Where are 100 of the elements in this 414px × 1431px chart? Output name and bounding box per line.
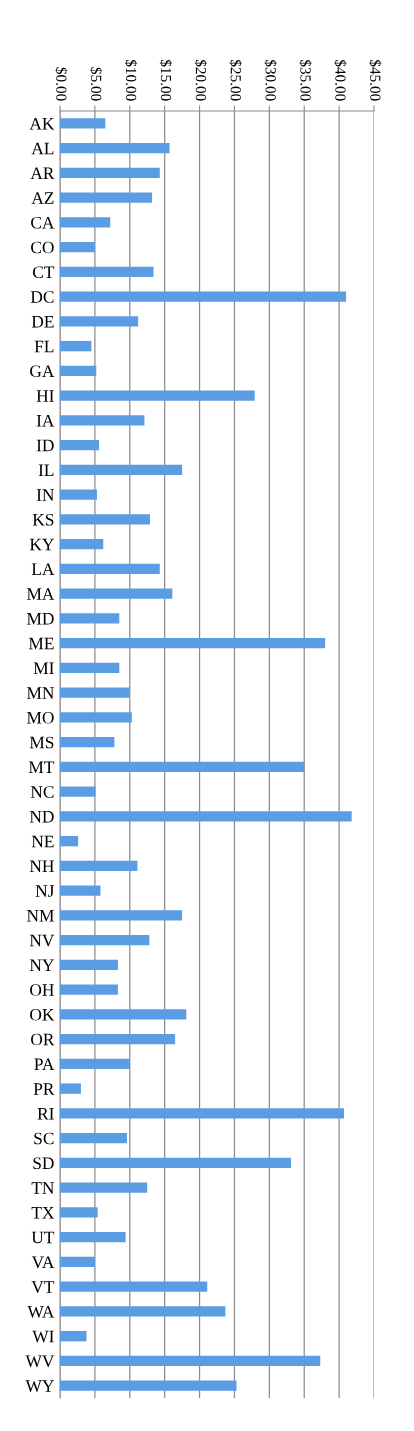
y-tick-label: OK	[30, 1008, 55, 1021]
y-tick-label: KY	[29, 538, 54, 551]
x-tick-label: $25.00	[229, 59, 242, 101]
bar	[60, 1231, 126, 1243]
bar	[60, 786, 96, 797]
y-tick-label: WY	[25, 1380, 54, 1392]
bar	[60, 959, 118, 971]
y-tick-label: WV	[25, 1355, 55, 1368]
bar	[60, 1330, 87, 1342]
y-tick-label: KS	[32, 513, 54, 526]
y-tick-label: IL	[38, 464, 54, 476]
bar	[60, 662, 120, 674]
bar	[60, 390, 255, 401]
bar	[60, 563, 160, 575]
bar	[60, 860, 138, 872]
bar	[60, 1083, 81, 1094]
bar	[60, 1306, 226, 1317]
bar	[60, 118, 106, 129]
x-tick-label: $40.00	[334, 59, 347, 101]
bar	[60, 1157, 291, 1169]
x-tick-label: $45.00	[369, 59, 382, 101]
y-tick-label: WA	[27, 1305, 55, 1318]
y-tick-label: IN	[36, 489, 55, 501]
y-tick-label: DC	[30, 291, 54, 303]
bar	[60, 1380, 237, 1391]
y-tick-label: OH	[30, 984, 54, 996]
y-tick-label: VA	[31, 1256, 55, 1269]
bar	[60, 439, 100, 451]
bar	[60, 489, 97, 500]
bar	[60, 637, 326, 649]
y-tick-label: MD	[26, 613, 54, 625]
bar	[60, 588, 173, 599]
bar	[60, 885, 101, 896]
bar	[60, 1009, 187, 1020]
bar	[60, 142, 170, 154]
y-tick-label: ME	[28, 637, 54, 650]
y-tick-label: MT	[28, 761, 55, 773]
bar	[60, 1256, 95, 1268]
bar	[60, 761, 305, 773]
bar	[60, 1033, 176, 1045]
y-tick-label: NH	[29, 860, 54, 872]
y-tick-label: PR	[33, 1083, 55, 1095]
bar	[60, 415, 145, 426]
x-tick-label: $10.00	[124, 59, 138, 101]
bar	[60, 736, 115, 748]
y-tick-label: SC	[34, 1132, 54, 1145]
bar	[60, 365, 97, 377]
x-tick-label: $35.00	[299, 59, 312, 101]
y-tick-label: MA	[26, 588, 55, 600]
y-tick-label: MN	[26, 687, 55, 699]
bar	[60, 613, 120, 624]
bar	[60, 340, 92, 352]
y-tick-label: SD	[33, 1157, 54, 1170]
y-tick-label: ND	[29, 811, 54, 823]
bar	[60, 934, 150, 946]
bar	[60, 835, 79, 847]
bar	[60, 1281, 208, 1292]
y-tick-label: CO	[31, 241, 54, 254]
bar	[60, 910, 183, 921]
bar	[60, 241, 95, 253]
y-tick-label: MI	[33, 662, 54, 674]
y-tick-label: NC	[30, 786, 54, 798]
y-tick-label: NE	[31, 835, 54, 848]
x-tick-label: $15.00	[159, 59, 173, 101]
bar	[60, 316, 139, 327]
bar	[60, 1108, 344, 1119]
bar	[60, 538, 104, 550]
x-tick-label: $30.00	[264, 59, 277, 101]
bar	[60, 291, 347, 302]
bar	[60, 1058, 130, 1070]
bar	[60, 811, 352, 822]
bar	[60, 1132, 127, 1144]
bar	[60, 687, 130, 698]
y-tick-label: ID	[36, 439, 54, 452]
bar	[60, 984, 118, 995]
x-tick-label: $5.00	[90, 67, 103, 101]
y-tick-label: PA	[34, 1058, 55, 1070]
y-tick-label: TN	[31, 1182, 55, 1194]
bar	[60, 217, 111, 228]
y-tick-label: FL	[34, 340, 54, 353]
y-tick-label: GA	[30, 365, 55, 378]
y-tick-label: NM	[26, 910, 54, 922]
y-tick-label: AK	[29, 117, 55, 130]
y-tick-label: CT	[32, 266, 55, 279]
y-tick-label: OR	[31, 1033, 55, 1046]
bar	[60, 514, 151, 525]
y-tick-label: HI	[36, 390, 54, 402]
bar	[60, 266, 154, 278]
y-tick-label: NV	[29, 934, 55, 947]
y-tick-label: MO	[26, 711, 54, 724]
y-tick-label: NY	[29, 959, 54, 971]
y-tick-label: AR	[30, 167, 55, 179]
y-tick-label: LA	[31, 563, 55, 575]
y-tick-label: DE	[31, 316, 54, 328]
y-tick-label: VT	[31, 1281, 55, 1293]
y-tick-label: NJ	[35, 885, 55, 897]
bar	[60, 1182, 148, 1193]
bar	[60, 192, 153, 203]
y-tick-label: UT	[31, 1231, 55, 1244]
y-tick-label: AZ	[31, 192, 54, 204]
